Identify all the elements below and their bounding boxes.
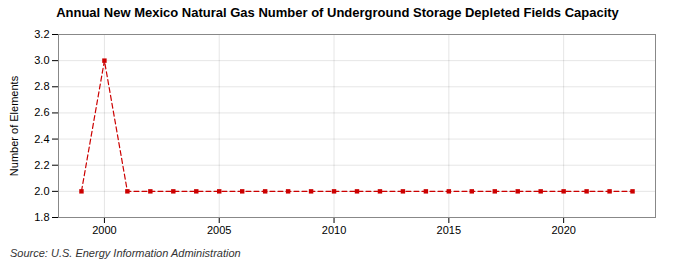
svg-text:2000: 2000	[92, 224, 116, 236]
svg-text:1.8: 1.8	[34, 211, 49, 223]
svg-text:2.0: 2.0	[34, 185, 49, 197]
svg-text:2015: 2015	[437, 224, 461, 236]
svg-text:2020: 2020	[551, 224, 575, 236]
svg-text:3.2: 3.2	[34, 28, 49, 40]
svg-text:2.2: 2.2	[34, 159, 49, 171]
svg-text:3.0: 3.0	[34, 54, 49, 66]
html-text:Source: U.S. Energy Informatio: Source: U.S. Energy Information Administ…	[10, 247, 241, 259]
svg-text:2.6: 2.6	[34, 106, 49, 118]
svg-text:2.4: 2.4	[34, 133, 49, 145]
html-text:Annual New Mexico Natural Gas: Annual New Mexico Natural Gas Number of …	[56, 5, 619, 20]
svg-text:2005: 2005	[207, 224, 231, 236]
svg-text:Number of Elements: Number of Elements	[8, 75, 20, 176]
svg-text:2010: 2010	[322, 224, 346, 236]
svg-text:2.8: 2.8	[34, 80, 49, 92]
